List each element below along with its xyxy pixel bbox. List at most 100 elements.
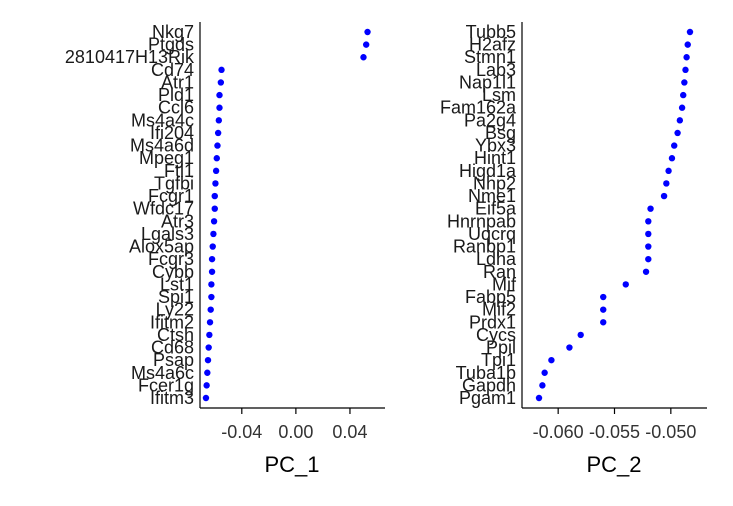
gene-label: Tgfbi — [154, 173, 194, 193]
data-point — [211, 205, 218, 212]
data-point — [535, 394, 543, 402]
gene-label: Lst1 — [160, 274, 194, 294]
gene-label: Ftl1 — [164, 161, 194, 181]
gene-label: Ptgds — [148, 35, 194, 55]
gene-label: Gapdh — [462, 375, 516, 395]
data-point — [642, 268, 650, 275]
data-point — [213, 155, 220, 162]
gene-label: Tuba1b — [456, 363, 516, 383]
gene-label: Pa2g4 — [464, 110, 516, 130]
data-point — [684, 41, 691, 48]
data-point — [217, 79, 225, 86]
gene-label: Prdx1 — [469, 312, 516, 332]
gene-label: Higd1a — [459, 161, 517, 181]
gene-label: Ifitm2 — [150, 312, 194, 332]
gene-label: Uqcrq — [468, 224, 516, 244]
gene-label: Spi1 — [158, 287, 194, 307]
data-points — [535, 28, 694, 402]
gene-label: Psap — [153, 350, 194, 370]
gene-label: Cd68 — [151, 338, 194, 358]
gene-label: Ranbp1 — [453, 237, 516, 257]
gene-labels: Nkg7Ptgds2810417H13RikCd74Atr1Pld1Ccl6Ms… — [65, 22, 195, 408]
gene-label: Fcgr3 — [148, 249, 194, 269]
gene-label: Ms4a6d — [130, 136, 194, 156]
gene-label: Mif — [492, 274, 517, 294]
gene-label: Nap1l1 — [459, 72, 516, 92]
data-point — [210, 218, 218, 225]
data-point — [216, 91, 223, 99]
data-point — [600, 319, 607, 326]
data-point — [208, 255, 216, 263]
data-point — [216, 104, 223, 111]
gene-label: Fcgr1 — [148, 186, 194, 206]
data-point — [541, 369, 548, 376]
gene-label: Ifitm3 — [150, 388, 194, 408]
gene-label: Hint1 — [474, 148, 516, 168]
data-point — [683, 54, 690, 61]
data-point — [622, 281, 629, 288]
data-point — [647, 205, 654, 212]
gene-label: Ccl6 — [158, 98, 194, 118]
data-point — [211, 192, 218, 200]
x-tick-label: -0.060 — [533, 422, 584, 442]
gene-label: Pgam1 — [459, 388, 516, 408]
gene-label: Cybb — [152, 262, 194, 282]
gene-label: Lgals3 — [141, 224, 194, 244]
gene-label: Nkg7 — [152, 22, 194, 42]
data-point — [218, 66, 225, 74]
data-point — [680, 91, 687, 99]
data-point — [645, 230, 652, 238]
gene-label: Ms4a4c — [131, 110, 194, 130]
gene-label: Mif2 — [482, 300, 516, 320]
data-point — [204, 369, 211, 376]
data-point — [663, 180, 670, 187]
x-tick-label: -0.050 — [645, 422, 696, 442]
data-point — [209, 243, 216, 250]
gene-label: Eif5a — [475, 199, 517, 219]
x-ticks: -0.060 -0.055 -0.050 — [533, 408, 696, 442]
gene-label: Nme1 — [468, 186, 516, 206]
gene-label: Hnrnpab — [447, 211, 516, 231]
data-point — [210, 230, 217, 238]
data-point — [566, 344, 573, 351]
data-point — [202, 394, 210, 402]
gene-label: Lsm — [482, 85, 516, 105]
data-point — [215, 117, 223, 124]
data-point — [676, 117, 684, 124]
gene-label: Mpeg1 — [139, 148, 194, 168]
gene-label: Wfdc17 — [133, 199, 194, 219]
data-points — [202, 28, 371, 402]
gene-label: 2810417H13Rik — [65, 47, 195, 67]
data-point — [364, 28, 371, 36]
data-point — [678, 104, 686, 111]
gene-label: Ms4a6c — [131, 363, 194, 383]
gene-label: Pld1 — [158, 85, 194, 105]
data-point — [214, 142, 221, 149]
data-point — [645, 218, 652, 225]
gene-label: Lab3 — [476, 60, 516, 80]
data-point — [665, 167, 672, 175]
data-point — [600, 306, 607, 313]
data-point — [206, 319, 214, 326]
data-point — [681, 79, 688, 86]
data-point — [212, 167, 220, 175]
data-point — [674, 129, 681, 137]
x-tick-label: -0.04 — [221, 422, 262, 442]
data-point — [208, 268, 216, 275]
gene-label: Tpi1 — [481, 350, 516, 370]
gene-label: Tubb5 — [466, 22, 516, 42]
panel-pc2: Tubb5H2afzStmn1Lab3Nap1l1LsmFam162aPa2g4… — [440, 22, 707, 477]
data-point — [203, 382, 210, 389]
gene-label: Atr3 — [161, 211, 194, 231]
gene-label: H2afz — [469, 35, 516, 55]
data-point — [208, 293, 215, 301]
gene-label: Nhp2 — [473, 173, 516, 193]
data-point — [204, 356, 212, 364]
data-point — [205, 344, 212, 351]
data-point — [208, 281, 215, 288]
data-point — [600, 293, 607, 301]
data-point — [360, 54, 367, 61]
gene-label: Fam162a — [440, 98, 517, 118]
